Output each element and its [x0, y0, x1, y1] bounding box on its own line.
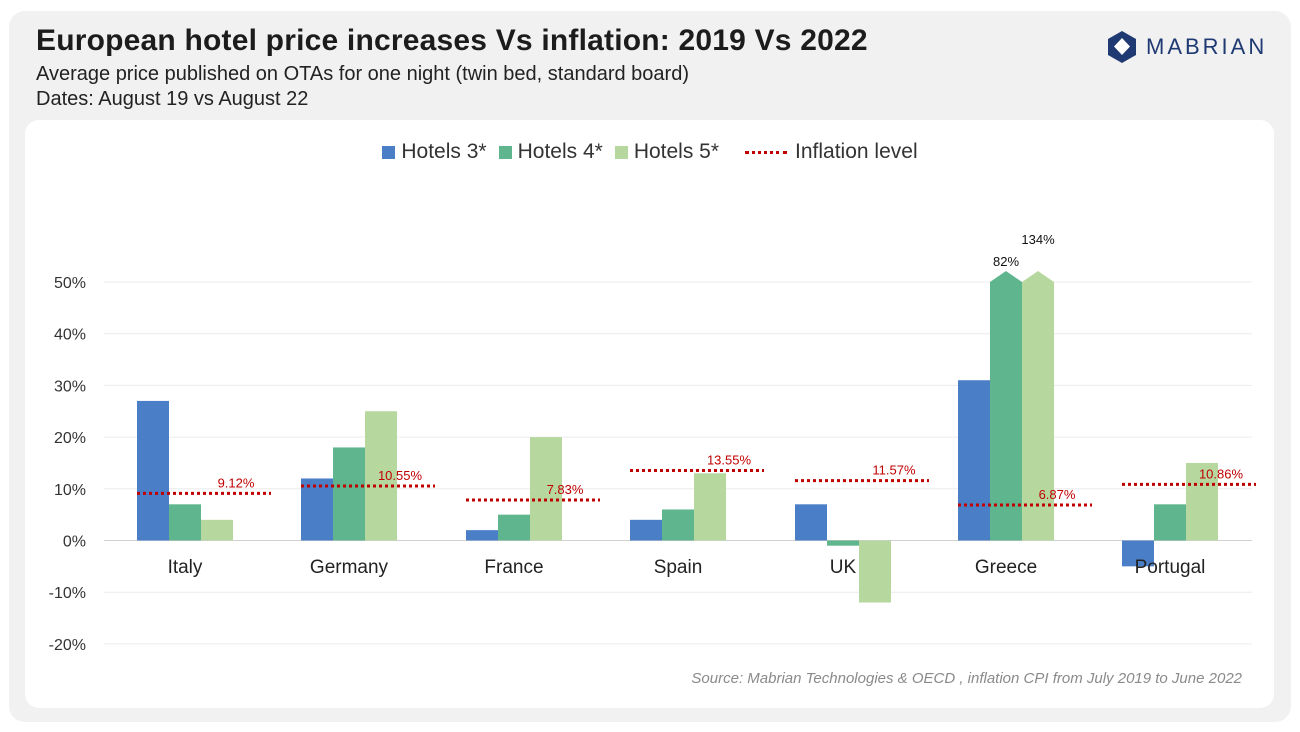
- bar-value-label: 134%: [1021, 232, 1055, 247]
- legend-item-inflation: Inflation level: [745, 140, 918, 164]
- x-tick-label: UK: [830, 557, 857, 578]
- bar-hotels3: [630, 519, 662, 541]
- bar-hotels5: [365, 411, 397, 541]
- source-note: Source: Mabrian Technologies & OECD , in…: [691, 670, 1242, 687]
- bar-hotels5: [1186, 462, 1218, 541]
- chart-legend: Hotels 3* Hotels 4* Hotels 5* Inflation …: [0, 140, 1300, 164]
- inflation-label: 7.83%: [547, 482, 584, 497]
- inflation-label: 11.57%: [872, 463, 916, 478]
- bar-hotels3: [466, 530, 498, 541]
- y-tick-label: 10%: [54, 482, 86, 499]
- legend-item-hotels4: Hotels 4*: [498, 140, 603, 164]
- legend-label-hotels5: Hotels 5*: [633, 140, 720, 163]
- legend-label-inflation: Inflation level: [795, 140, 918, 163]
- bar-hotels3: [795, 504, 827, 541]
- x-tick-label: France: [484, 557, 543, 578]
- y-tick-label: -20%: [49, 637, 86, 654]
- bar-hotels4: [827, 540, 859, 546]
- x-tick-label: Germany: [310, 557, 389, 578]
- bar-hotels3: [958, 380, 990, 541]
- bar-hotels5: [201, 519, 233, 541]
- bar-hotels5: [694, 473, 726, 541]
- legend-label-hotels4: Hotels 4*: [517, 140, 603, 163]
- legend-swatch-inflation: [745, 150, 788, 154]
- logo-text: MABRIAN: [1146, 34, 1268, 59]
- y-tick-label: 0%: [63, 534, 86, 551]
- x-tick-label: Spain: [654, 557, 703, 578]
- legend-item-hotels5: Hotels 5*: [614, 140, 720, 164]
- bar-hotels4: [498, 514, 530, 541]
- y-tick-label: -10%: [49, 585, 86, 602]
- bar-value-label: 82%: [993, 254, 1019, 269]
- x-tick-label: Portugal: [1135, 557, 1206, 578]
- bar-hotels5: [859, 540, 891, 603]
- bar-hotels3: [1122, 540, 1154, 567]
- y-tick-label: 30%: [54, 378, 86, 395]
- inflation-label: 13.55%: [707, 452, 752, 467]
- chart-title: European hotel price increases Vs inflat…: [36, 24, 868, 57]
- inflation-label: 10.55%: [378, 468, 423, 483]
- chart-panel: [25, 120, 1274, 708]
- bar-hotels3: [137, 400, 169, 541]
- inflation-label: 9.12%: [218, 475, 255, 490]
- mabrian-hexagon-icon: [1108, 31, 1136, 63]
- legend-swatch-hotels5: [614, 145, 628, 159]
- inflation-label: 10.86%: [1199, 466, 1244, 481]
- subtitle-line-2: Dates: August 19 vs August 22: [36, 88, 309, 110]
- mabrian-logo: MABRIAN: [1106, 30, 1267, 64]
- subtitle-line-1: Average price published on OTAs for one …: [36, 63, 689, 85]
- bar-hotels3: [301, 478, 333, 541]
- y-tick-label: 20%: [54, 430, 86, 447]
- chart-subtitle: Average price published on OTAs for one …: [36, 62, 689, 112]
- bar-hotels5: [1022, 282, 1054, 541]
- legend-label-hotels3: Hotels 3*: [401, 140, 487, 163]
- bar-hotels4: [1154, 504, 1186, 541]
- inflation-label: 6.87%: [1039, 487, 1076, 502]
- axis-break-tip: [990, 271, 1022, 282]
- bar-hotels5: [530, 437, 562, 541]
- x-tick-label: Italy: [168, 557, 203, 578]
- y-tick-label: 50%: [54, 275, 86, 292]
- legend-swatch-hotels4: [498, 145, 512, 159]
- bar-hotels4: [333, 447, 365, 541]
- axis-break-tip: [1022, 271, 1054, 282]
- bar-hotels4: [662, 509, 694, 541]
- bar-hotels4: [990, 282, 1022, 541]
- y-tick-label: 40%: [54, 327, 86, 344]
- x-tick-label: Greece: [975, 557, 1037, 578]
- bar-hotels4: [169, 504, 201, 541]
- legend-swatch-hotels3: [382, 145, 396, 159]
- legend-item-hotels3: Hotels 3*: [382, 140, 487, 164]
